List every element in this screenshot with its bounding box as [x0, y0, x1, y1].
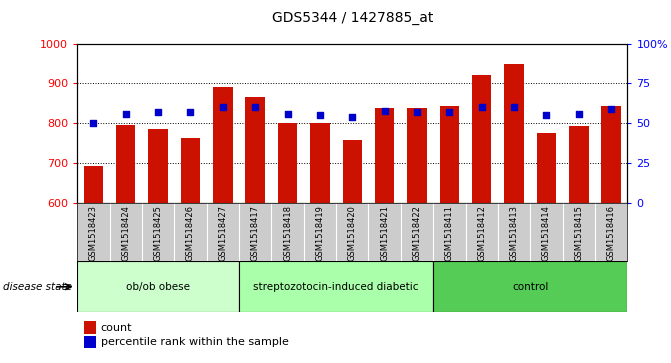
Text: control: control	[512, 282, 548, 292]
Text: GSM1518415: GSM1518415	[574, 205, 583, 261]
Point	[153, 109, 164, 115]
Text: GSM1518427: GSM1518427	[218, 205, 227, 261]
Point	[379, 108, 390, 114]
Bar	[116, 125, 136, 363]
Text: GSM1518424: GSM1518424	[121, 205, 130, 261]
Point	[315, 113, 325, 118]
Text: GSM1518412: GSM1518412	[477, 205, 486, 261]
Text: GSM1518422: GSM1518422	[413, 205, 421, 261]
Bar	[375, 108, 395, 363]
Text: disease state: disease state	[3, 282, 72, 292]
Point	[120, 111, 131, 117]
Bar	[180, 138, 200, 363]
Bar	[343, 140, 362, 363]
Text: GSM1518411: GSM1518411	[445, 205, 454, 261]
Text: streptozotocin-induced diabetic: streptozotocin-induced diabetic	[254, 282, 419, 292]
Text: count: count	[101, 323, 132, 333]
Bar	[148, 129, 168, 363]
Bar	[310, 123, 329, 363]
Bar	[505, 64, 524, 363]
Text: percentile rank within the sample: percentile rank within the sample	[101, 337, 289, 347]
Text: GDS5344 / 1427885_at: GDS5344 / 1427885_at	[272, 11, 433, 25]
Point	[476, 105, 487, 110]
Bar	[84, 166, 103, 363]
Text: ob/ob obese: ob/ob obese	[126, 282, 190, 292]
Point	[282, 111, 293, 117]
Point	[509, 105, 519, 110]
Point	[606, 106, 617, 112]
Text: GSM1518425: GSM1518425	[154, 205, 162, 261]
Bar	[213, 87, 233, 363]
Bar	[407, 108, 427, 363]
Bar	[569, 126, 588, 363]
Text: GSM1518426: GSM1518426	[186, 205, 195, 261]
Point	[250, 105, 260, 110]
Point	[185, 109, 196, 115]
Bar	[537, 133, 556, 363]
FancyBboxPatch shape	[77, 261, 239, 312]
FancyBboxPatch shape	[239, 261, 433, 312]
Text: GSM1518420: GSM1518420	[348, 205, 357, 261]
Bar	[278, 123, 297, 363]
Text: GSM1518414: GSM1518414	[542, 205, 551, 261]
Point	[347, 114, 358, 120]
Text: GSM1518423: GSM1518423	[89, 205, 98, 261]
Text: GSM1518419: GSM1518419	[315, 205, 324, 261]
Bar	[601, 106, 621, 363]
Point	[574, 111, 584, 117]
Text: GSM1518413: GSM1518413	[509, 205, 519, 261]
Point	[217, 105, 228, 110]
Text: GSM1518416: GSM1518416	[607, 205, 616, 261]
Point	[444, 109, 455, 115]
Bar	[472, 75, 491, 363]
Bar	[246, 98, 265, 363]
FancyBboxPatch shape	[433, 261, 627, 312]
Text: GSM1518417: GSM1518417	[251, 205, 260, 261]
Bar	[440, 106, 459, 363]
Text: GSM1518418: GSM1518418	[283, 205, 292, 261]
Point	[411, 109, 422, 115]
Point	[88, 121, 99, 126]
Point	[541, 113, 552, 118]
Text: GSM1518421: GSM1518421	[380, 205, 389, 261]
